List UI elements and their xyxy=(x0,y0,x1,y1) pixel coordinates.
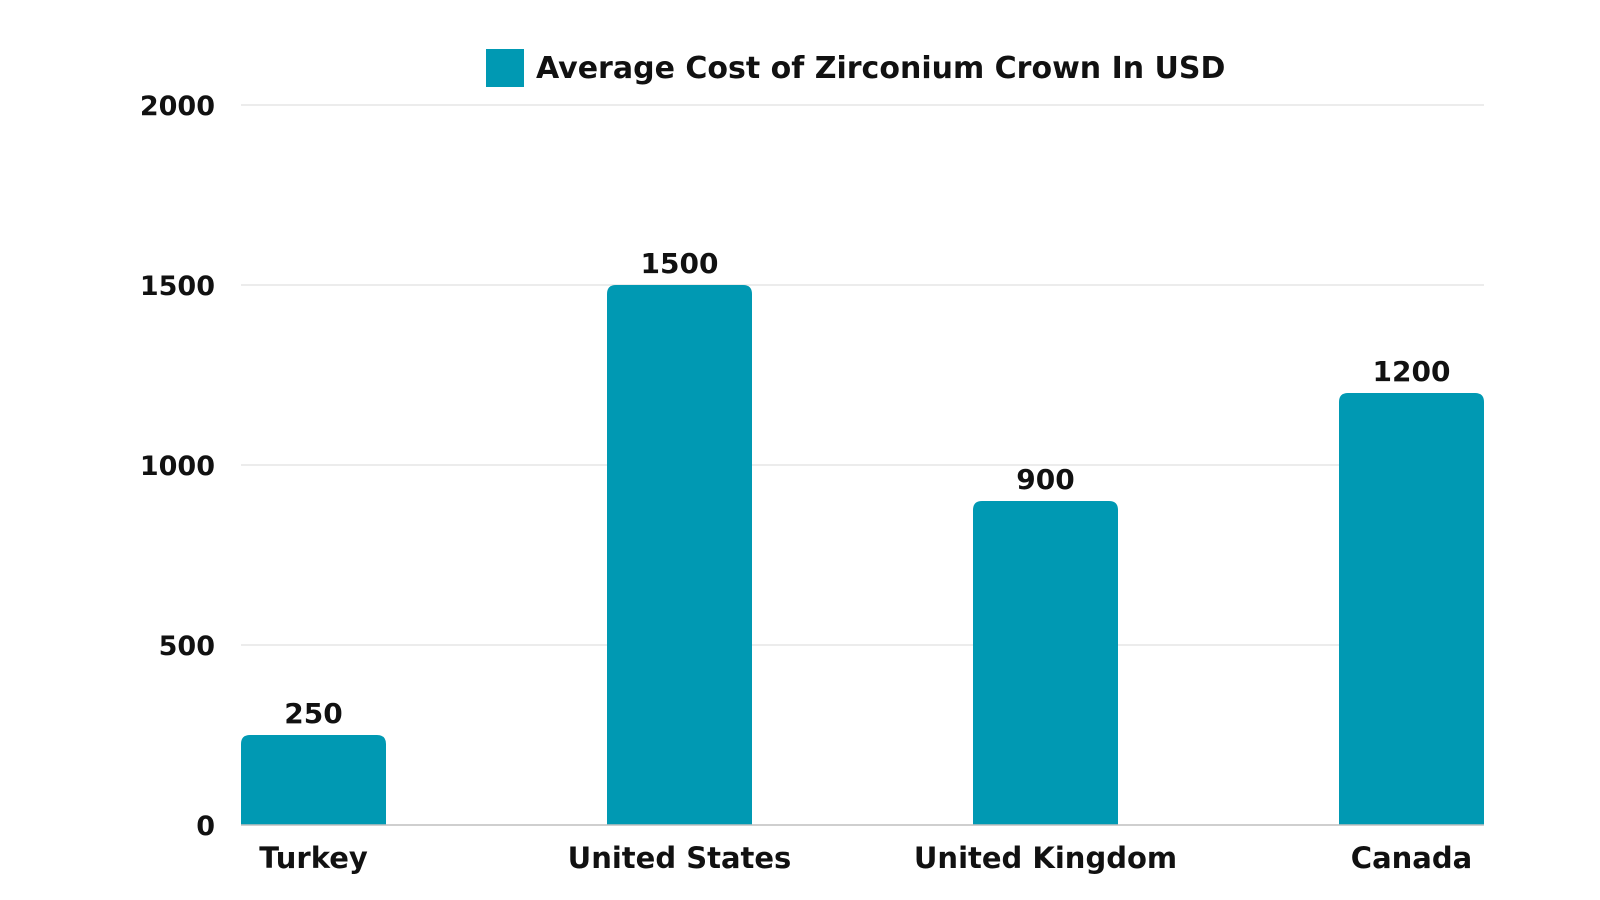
bar-turkey xyxy=(241,735,386,825)
legend-swatch xyxy=(486,49,524,87)
bar-united-states xyxy=(607,285,752,825)
bars xyxy=(241,285,1484,825)
data-label: 1200 xyxy=(1373,355,1451,388)
data-labels: 250 1500 900 1200 xyxy=(284,247,1450,730)
y-tick-label: 2000 xyxy=(140,91,215,122)
legend: Average Cost of Zirconium Crown In USD xyxy=(486,49,1225,87)
x-tick-label: Canada xyxy=(1351,841,1472,875)
data-label: 250 xyxy=(284,697,342,730)
y-tick-label: 500 xyxy=(159,631,215,662)
legend-label: Average Cost of Zirconium Crown In USD xyxy=(536,51,1225,86)
y-axis: 0 500 1000 1500 2000 xyxy=(140,91,215,842)
x-tick-label: United States xyxy=(568,841,792,875)
gridlines xyxy=(241,104,1484,646)
y-tick-label: 1500 xyxy=(140,271,215,302)
x-tick-label: Turkey xyxy=(259,841,368,875)
y-tick-label: 0 xyxy=(196,811,215,842)
data-label: 1500 xyxy=(641,247,719,280)
x-axis: Turkey United States United Kingdom Canada xyxy=(241,824,1484,875)
x-tick-label: United Kingdom xyxy=(914,841,1177,875)
y-tick-label: 1000 xyxy=(140,451,215,482)
bar-canada xyxy=(1339,393,1484,825)
bar-united-kingdom xyxy=(973,501,1118,825)
data-label: 900 xyxy=(1016,463,1074,496)
